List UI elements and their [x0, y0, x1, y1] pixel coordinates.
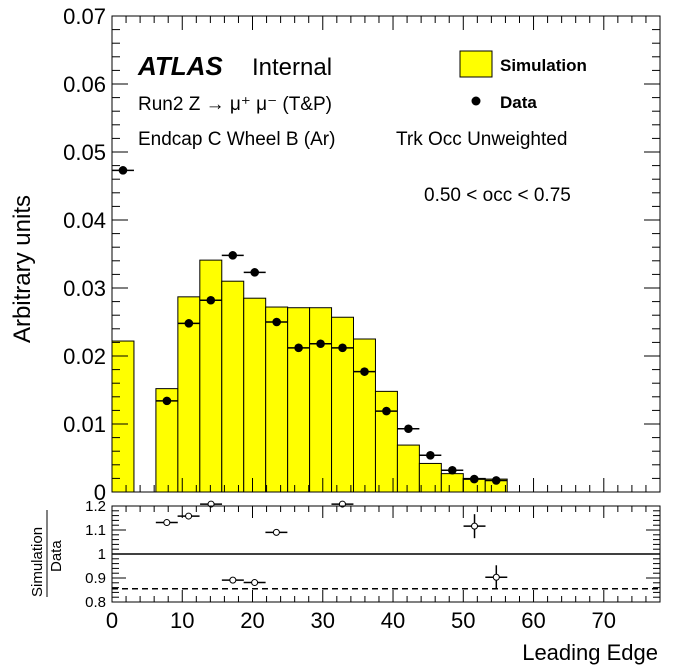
- main-panel-frame: [111, 15, 661, 493]
- y-tick-label: 0: [94, 480, 106, 505]
- data-point: [469, 474, 479, 484]
- ratio-panel-ticks: [111, 505, 661, 603]
- data-point: [316, 339, 325, 349]
- y-tick-label: 0.03: [63, 276, 106, 301]
- legend-data-marker: [471, 96, 481, 106]
- simulation-bar: [331, 316, 355, 493]
- internal-label: Internal: [252, 54, 332, 81]
- ratio-point: [229, 576, 237, 584]
- ratio-point: [185, 512, 193, 520]
- legend: Simulation Data: [459, 50, 587, 112]
- ratio-point: [251, 579, 259, 587]
- x-axis-title: Leading Edge: [522, 640, 658, 665]
- data-point: [184, 319, 194, 328]
- simulation-bar: [418, 462, 442, 493]
- main-panel-ticks: [111, 15, 661, 493]
- y-tick-label: 0.06: [63, 72, 106, 97]
- y-tick-label: 0.05: [63, 140, 106, 165]
- ratio-y-axis-title: Simulation Data: [29, 510, 65, 597]
- ratio-y-tick-label: 1.2: [85, 498, 106, 515]
- ratio-data-points: [155, 500, 508, 590]
- simulation-bar: [396, 444, 420, 493]
- y-tick-label: 0.04: [63, 208, 106, 233]
- simulation-bar: [287, 307, 311, 493]
- ratio-y-tick-label: 1: [98, 546, 106, 563]
- x-tick-label: 10: [170, 608, 194, 633]
- data-point: [360, 367, 369, 376]
- simulation-bar: [309, 307, 333, 493]
- data-point: [228, 251, 238, 260]
- x-tick-labels: 0 10 20 30 40 50 60 70: [106, 608, 616, 633]
- ratio-y-tick-label: 0.8: [85, 594, 106, 611]
- simulation-bar: [440, 473, 464, 493]
- y-tick-label: 0.02: [63, 344, 106, 369]
- x-tick-label: 40: [381, 608, 405, 633]
- data-point: [338, 343, 347, 353]
- ratio-y-title-denominator: Data: [48, 540, 65, 572]
- y-tick-label: 0.01: [63, 412, 106, 437]
- data-point: [206, 295, 216, 305]
- atlas-label: ATLAS: [137, 51, 223, 81]
- simulation-bar: [111, 340, 135, 493]
- simulation-bar: [221, 280, 245, 493]
- main-y-tick-labels: 0 0.01 0.02 0.03 0.04 0.05 0.06 0.07: [63, 4, 106, 505]
- simulation-bar: [243, 297, 267, 493]
- ratio-point: [471, 522, 479, 530]
- data-point: [448, 465, 457, 475]
- ratio-y-title-numerator: Simulation: [29, 527, 46, 597]
- x-tick-label: 70: [592, 608, 616, 633]
- legend-simulation-swatch: [459, 50, 493, 78]
- y-tick-label: 0.07: [63, 4, 106, 29]
- x-tick-label: 60: [521, 608, 545, 633]
- occupancy-cut-label: 0.50 < occ < 0.75: [424, 185, 571, 206]
- main-panel-data-points: [112, 166, 508, 485]
- data-point: [426, 450, 435, 460]
- region-label: Endcap C Wheel B (Ar): [138, 129, 335, 150]
- simulation-bar: [265, 306, 289, 493]
- process-label: Run2 Z → μ⁺ μ⁻ (T&P): [138, 94, 332, 115]
- x-tick-label: 30: [311, 608, 335, 633]
- legend-simulation-label: Simulation: [500, 56, 587, 75]
- ratio-point: [163, 519, 171, 527]
- x-tick-label: 0: [106, 608, 118, 633]
- data-point: [118, 166, 128, 175]
- ratio-point: [492, 573, 500, 581]
- ratio-point: [272, 528, 280, 536]
- simulation-bar: [353, 338, 376, 493]
- data-point: [491, 476, 501, 485]
- simulation-bar: [199, 259, 223, 493]
- ratio-y-tick-label: 0.9: [85, 570, 106, 587]
- weighting-label: Trk Occ Unweighted: [396, 129, 567, 150]
- main-panel-histogram: [111, 259, 508, 493]
- data-point: [272, 317, 281, 327]
- ratio-reference-lines: [112, 553, 660, 590]
- simulation-bar: [374, 390, 398, 493]
- data-point: [250, 268, 260, 277]
- x-tick-label: 50: [451, 608, 475, 633]
- data-point: [294, 343, 303, 353]
- data-point: [382, 406, 391, 416]
- ratio-y-tick-label: 1.1: [85, 522, 106, 539]
- y-axis-title: Arbitrary units: [9, 195, 36, 343]
- data-point: [404, 424, 413, 434]
- legend-data-label: Data: [500, 93, 537, 112]
- x-tick-label: 20: [240, 608, 264, 633]
- data-point: [162, 396, 172, 406]
- ratio-y-tick-labels: 0.8 0.9 1 1.1 1.2: [85, 498, 106, 611]
